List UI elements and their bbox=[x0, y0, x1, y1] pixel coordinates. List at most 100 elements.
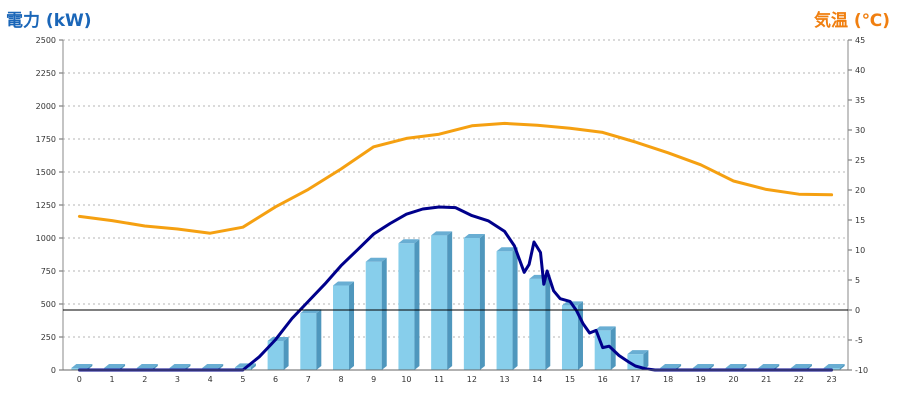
bar-top bbox=[71, 364, 93, 369]
power-bar bbox=[333, 281, 355, 370]
x-axis-tick-label: 23 bbox=[827, 375, 837, 384]
bar-top bbox=[463, 234, 485, 238]
right-axis-tick-label: 0 bbox=[855, 306, 860, 315]
bar-side bbox=[643, 350, 649, 370]
x-axis-tick-label: 16 bbox=[598, 375, 608, 384]
left-axis-tick-label: 250 bbox=[41, 333, 56, 342]
power-bar bbox=[300, 309, 322, 370]
power-bar bbox=[398, 239, 420, 370]
left-axis-tick-label: 1000 bbox=[36, 234, 56, 243]
power-bars bbox=[71, 231, 845, 370]
right-axis-tick-label: 45 bbox=[855, 36, 865, 45]
power-bar bbox=[561, 301, 583, 370]
x-axis-tick-label: 13 bbox=[499, 375, 509, 384]
bar-side bbox=[250, 363, 256, 370]
x-axis-tick-label: 14 bbox=[532, 375, 542, 384]
left-axis-tick-label: 1500 bbox=[36, 168, 56, 177]
x-axis-tick-label: 21 bbox=[761, 375, 771, 384]
bar-front bbox=[561, 305, 578, 370]
x-axis-tick-label: 2 bbox=[142, 375, 147, 384]
x-axis-tick-label: 20 bbox=[728, 375, 738, 384]
right-axis-title: 気温 (℃) bbox=[813, 11, 890, 31]
bar-top bbox=[692, 364, 714, 369]
x-axis-tick-label: 6 bbox=[273, 375, 278, 384]
bar-top bbox=[104, 364, 126, 369]
bar-front bbox=[300, 313, 317, 370]
bar-top bbox=[823, 364, 845, 369]
bar-front bbox=[431, 235, 448, 370]
bar-front bbox=[496, 251, 513, 370]
series-lines bbox=[77, 121, 834, 372]
bar-top bbox=[725, 364, 747, 369]
bar-front bbox=[267, 340, 284, 370]
bar-front bbox=[333, 285, 350, 370]
bar-top bbox=[627, 350, 649, 355]
x-axis-tick-label: 0 bbox=[77, 375, 82, 384]
x-axis-tick-label: 22 bbox=[794, 375, 804, 384]
right-axis-tick-label: 10 bbox=[855, 246, 865, 255]
bar-side bbox=[512, 247, 518, 370]
right-axis-tick-label: -5 bbox=[855, 336, 863, 345]
left-axis-tick-label: 2250 bbox=[36, 69, 56, 78]
left-axis-title: 電力 (kW) bbox=[6, 11, 92, 31]
bar-top bbox=[431, 231, 453, 236]
left-axis-tick-label: 750 bbox=[41, 267, 56, 276]
right-axis-tick-label: 30 bbox=[855, 126, 865, 135]
bar-side bbox=[381, 257, 387, 370]
bar-side bbox=[839, 364, 845, 370]
bar-side bbox=[577, 301, 583, 370]
x-axis-tick-label: 9 bbox=[371, 375, 376, 384]
left-axis-tick-label: 0 bbox=[51, 366, 56, 375]
tick-labels: 02505007501000125015001750200022502500-1… bbox=[36, 36, 868, 384]
bar-top bbox=[496, 247, 518, 252]
x-axis-tick-label: 4 bbox=[208, 375, 213, 384]
x-axis-tick-label: 7 bbox=[306, 375, 311, 384]
power-bar bbox=[463, 234, 485, 370]
x-axis-tick-label: 17 bbox=[630, 375, 640, 384]
bar-top bbox=[202, 364, 224, 369]
right-axis-tick-label: -10 bbox=[855, 366, 868, 375]
bar-top bbox=[136, 364, 158, 369]
bar-side bbox=[479, 234, 485, 370]
bar-front bbox=[365, 261, 382, 370]
right-axis-tick-label: 35 bbox=[855, 96, 865, 105]
bar-front bbox=[398, 243, 415, 370]
bar-side bbox=[316, 309, 322, 370]
right-axis-tick-label: 25 bbox=[855, 156, 865, 165]
power-bar bbox=[496, 247, 518, 370]
x-axis-tick-label: 5 bbox=[240, 375, 245, 384]
x-axis-tick-label: 1 bbox=[110, 375, 115, 384]
power-bar bbox=[365, 257, 387, 370]
bar-side bbox=[414, 239, 420, 370]
temperature-line bbox=[77, 121, 834, 235]
bar-top bbox=[333, 281, 355, 286]
right-axis-tick-label: 15 bbox=[855, 216, 865, 225]
x-axis-tick-label: 12 bbox=[467, 375, 477, 384]
bar-front bbox=[463, 238, 480, 370]
power-bar bbox=[431, 231, 453, 370]
x-axis-tick-label: 10 bbox=[401, 375, 411, 384]
bar-side bbox=[283, 336, 289, 370]
left-axis-tick-label: 2000 bbox=[36, 102, 56, 111]
axes bbox=[59, 39, 852, 371]
bar-top bbox=[365, 257, 387, 262]
x-axis-tick-label: 11 bbox=[434, 375, 444, 384]
x-axis-tick-label: 19 bbox=[696, 375, 706, 384]
right-axis-tick-label: 40 bbox=[855, 66, 865, 75]
bar-top bbox=[790, 364, 812, 369]
bar-front bbox=[529, 278, 546, 370]
bar-side bbox=[545, 274, 551, 370]
left-axis-tick-label: 1750 bbox=[36, 135, 56, 144]
bar-top bbox=[267, 336, 289, 341]
bar-side bbox=[447, 231, 453, 370]
x-axis-tick-label: 15 bbox=[565, 375, 575, 384]
bar-top bbox=[660, 364, 682, 369]
bar-top bbox=[758, 364, 780, 369]
x-axis-tick-label: 8 bbox=[338, 375, 343, 384]
power-line bbox=[77, 205, 834, 372]
right-axis-tick-label: 20 bbox=[855, 186, 865, 195]
left-axis-tick-label: 2500 bbox=[36, 36, 56, 45]
grid-lines bbox=[63, 39, 848, 338]
bar-top bbox=[169, 364, 191, 369]
